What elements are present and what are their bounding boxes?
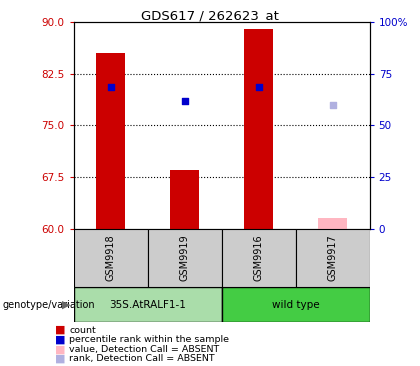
Text: GDS617 / 262623_at: GDS617 / 262623_at — [141, 9, 279, 22]
Point — [107, 85, 114, 90]
Bar — [318, 219, 347, 229]
Point — [181, 98, 188, 104]
Text: GSM9916: GSM9916 — [254, 235, 264, 281]
Text: rank, Detection Call = ABSENT: rank, Detection Call = ABSENT — [69, 354, 215, 363]
Text: ■: ■ — [55, 335, 65, 345]
Point — [329, 102, 336, 108]
Bar — [74, 229, 147, 287]
Bar — [96, 53, 125, 229]
Text: ■: ■ — [55, 354, 65, 364]
Text: genotype/variation: genotype/variation — [2, 300, 95, 310]
Bar — [170, 170, 200, 229]
Point — [255, 85, 262, 90]
Text: 35S.AtRALF1-1: 35S.AtRALF1-1 — [109, 300, 186, 310]
Text: wild type: wild type — [272, 300, 319, 310]
Bar — [222, 287, 370, 322]
Text: GSM9918: GSM9918 — [105, 235, 116, 281]
Bar — [74, 287, 222, 322]
Text: GSM9917: GSM9917 — [328, 235, 338, 281]
Bar — [244, 29, 273, 229]
Text: percentile rank within the sample: percentile rank within the sample — [69, 335, 229, 344]
Bar — [222, 229, 296, 287]
Text: count: count — [69, 326, 96, 335]
Text: value, Detection Call = ABSENT: value, Detection Call = ABSENT — [69, 345, 220, 354]
Text: GSM9919: GSM9919 — [179, 235, 189, 281]
Text: ▶: ▶ — [62, 300, 71, 310]
Bar — [296, 229, 370, 287]
Text: ■: ■ — [55, 325, 65, 335]
Bar — [147, 229, 222, 287]
Text: ■: ■ — [55, 344, 65, 354]
